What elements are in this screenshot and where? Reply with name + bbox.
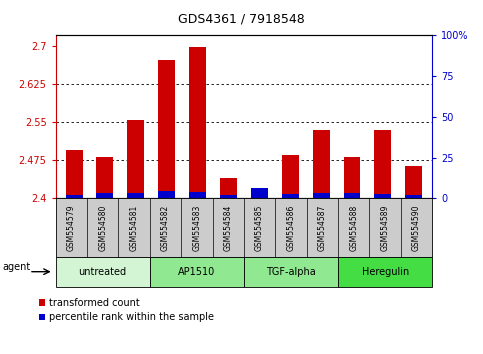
Bar <box>313 193 329 198</box>
Text: percentile rank within the sample: percentile rank within the sample <box>49 312 213 322</box>
Bar <box>66 195 83 198</box>
Text: GDS4361 / 7918548: GDS4361 / 7918548 <box>178 12 305 25</box>
Bar <box>220 195 237 198</box>
Bar <box>374 194 391 198</box>
Bar <box>244 257 338 287</box>
Bar <box>405 166 422 198</box>
Text: AP1510: AP1510 <box>178 267 215 277</box>
Bar <box>251 188 268 198</box>
Bar <box>39 314 45 320</box>
Bar <box>128 120 144 198</box>
Text: transformed count: transformed count <box>49 298 139 308</box>
Text: GSM554588: GSM554588 <box>349 204 358 251</box>
Bar <box>220 178 237 198</box>
Bar <box>374 130 391 198</box>
Text: GSM554586: GSM554586 <box>286 204 296 251</box>
Bar <box>282 194 298 198</box>
Bar <box>343 157 360 198</box>
Bar <box>39 299 45 306</box>
Text: GSM554583: GSM554583 <box>192 204 201 251</box>
Bar <box>251 195 268 198</box>
Text: GSM554582: GSM554582 <box>161 204 170 251</box>
Text: agent: agent <box>2 262 30 272</box>
Text: TGF-alpha: TGF-alpha <box>266 267 316 277</box>
Bar <box>338 257 432 287</box>
Bar <box>189 47 206 198</box>
Bar <box>56 198 432 257</box>
Text: untreated: untreated <box>79 267 127 277</box>
Bar <box>150 257 244 287</box>
Text: GSM554589: GSM554589 <box>381 204 390 251</box>
Bar <box>56 257 150 287</box>
Bar <box>158 191 175 198</box>
Bar <box>128 193 144 198</box>
Text: GSM554590: GSM554590 <box>412 204 421 251</box>
Bar <box>66 150 83 198</box>
Bar <box>189 192 206 198</box>
Bar <box>97 193 114 198</box>
Text: GSM554584: GSM554584 <box>224 204 233 251</box>
Text: Heregulin: Heregulin <box>362 267 409 277</box>
Text: GSM554580: GSM554580 <box>98 204 107 251</box>
Text: GSM554585: GSM554585 <box>255 204 264 251</box>
Bar <box>343 193 360 198</box>
Text: GSM554587: GSM554587 <box>318 204 327 251</box>
Bar <box>405 195 422 198</box>
Text: GSM554581: GSM554581 <box>129 204 139 251</box>
Text: GSM554579: GSM554579 <box>67 204 76 251</box>
Bar <box>282 155 298 198</box>
Bar <box>97 156 114 198</box>
Bar <box>158 60 175 198</box>
Bar <box>313 130 329 198</box>
